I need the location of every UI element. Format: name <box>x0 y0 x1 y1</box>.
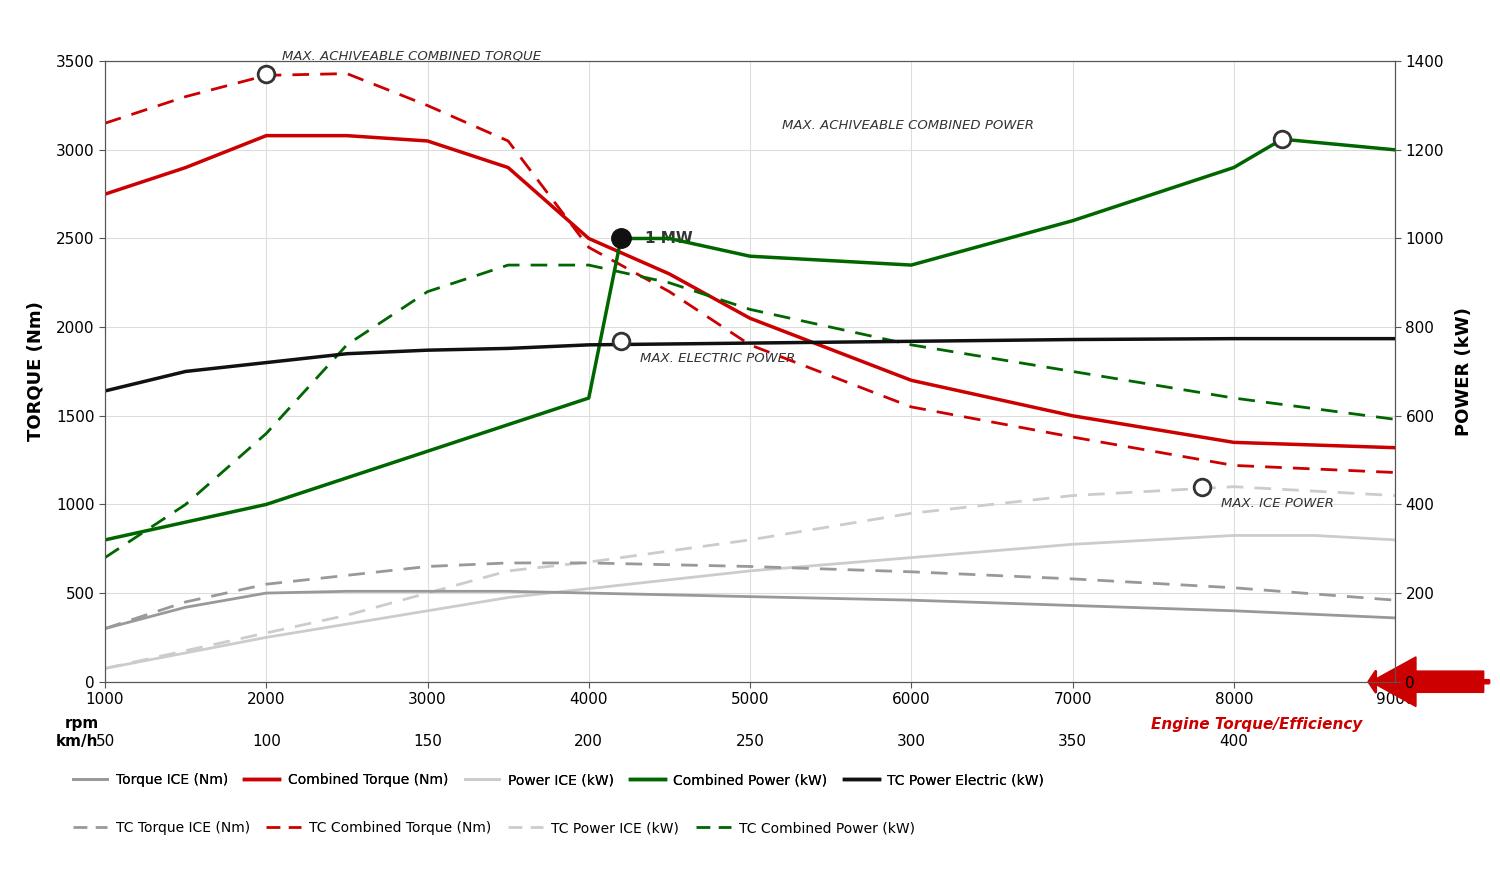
FancyArrow shape <box>1371 657 1484 706</box>
Text: 1 MW: 1 MW <box>645 231 693 246</box>
Text: Engine Torque/Efficiency: Engine Torque/Efficiency <box>1152 718 1364 732</box>
Text: 200: 200 <box>574 734 603 750</box>
Y-axis label: POWER (kW): POWER (kW) <box>1455 307 1473 436</box>
Y-axis label: TORQUE (Nm): TORQUE (Nm) <box>27 302 45 441</box>
Text: 50: 50 <box>96 734 114 750</box>
Text: MAX. ACHIVEABLE COMBINED POWER: MAX. ACHIVEABLE COMBINED POWER <box>783 119 1035 132</box>
Text: 100: 100 <box>252 734 280 750</box>
Legend: Torque ICE (Nm), Combined Torque (Nm), Power ICE (kW), Combined Power (kW), TC P: Torque ICE (Nm), Combined Torque (Nm), P… <box>68 767 1050 793</box>
Text: MAX. ICE POWER: MAX. ICE POWER <box>1221 497 1334 510</box>
Text: 250: 250 <box>735 734 765 750</box>
Text: 150: 150 <box>413 734 442 750</box>
Text: rpm: rpm <box>64 716 99 731</box>
Text: MAX. ELECTRIC POWER: MAX. ELECTRIC POWER <box>640 352 795 365</box>
Text: 300: 300 <box>897 734 926 750</box>
Legend: TC Torque ICE (Nm), TC Combined Torque (Nm), TC Power ICE (kW), TC Combined Powe: TC Torque ICE (Nm), TC Combined Torque (… <box>68 815 921 841</box>
Text: MAX. ACHIVEABLE COMBINED TORQUE: MAX. ACHIVEABLE COMBINED TORQUE <box>282 50 542 63</box>
Text: 400: 400 <box>1220 734 1248 750</box>
Text: 350: 350 <box>1058 734 1088 750</box>
Text: km/h: km/h <box>56 734 99 750</box>
